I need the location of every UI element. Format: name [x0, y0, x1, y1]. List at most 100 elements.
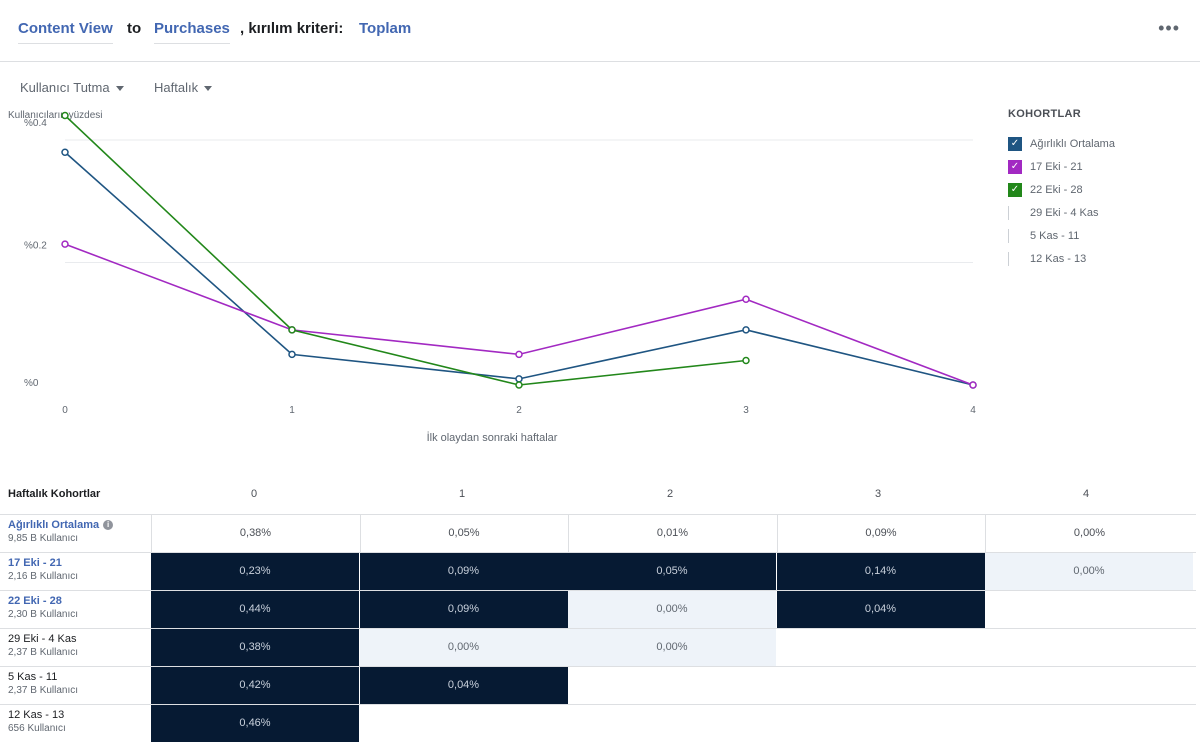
to-text: to [127, 20, 142, 37]
retention-cell: 0,00% [985, 515, 1193, 552]
retention-cell: 0,05% [568, 553, 776, 590]
cohort-name: 12 Kas - 13 [8, 709, 65, 721]
table-row: 22 Eki - 28 2,30 B Kullanıcı 0,44% 0,09% 0,0… [0, 590, 1196, 628]
breakdown-selector[interactable]: Toplam [359, 20, 412, 37]
cohort-user-count: 9,85 B Kullanıcı [8, 533, 79, 544]
legend-item[interactable]: 5 Kas - 11 [1008, 224, 1115, 247]
cohort-user-count: 2,37 B Kullanıcı [8, 647, 79, 658]
retention-cell: 0,04% [359, 667, 568, 704]
retention-cell: 0,44% [151, 591, 359, 628]
x-axis-title: İlk olaydan sonraki haftalar [427, 431, 558, 444]
more-horizontal-icon[interactable]: ••• [1158, 18, 1180, 38]
legend-item[interactable]: ✓ 22 Eki - 28 [1008, 178, 1115, 201]
legend-item[interactable]: ✓ 17 Eki - 21 [1008, 155, 1115, 178]
retention-cell: 0,00% [568, 629, 776, 666]
table-header: Haftalık Kohortlar 0 1 2 3 4 [0, 474, 1196, 514]
column-header-4: 4 [1082, 488, 1090, 500]
legend-item[interactable]: 29 Eki - 4 Kas [1008, 201, 1115, 224]
column-header-0: 0 [250, 488, 258, 500]
table-row: 5 Kas - 11 2,37 B Kullanıcı 0,42% 0,04% [0, 666, 1196, 704]
table-row: 17 Eki - 21 2,16 B Kullanıcı 0,23% 0,09% 0,0… [0, 552, 1196, 590]
event-to-selector[interactable]: Purchases [154, 20, 230, 44]
legend-item[interactable]: 12 Kas - 13 [1008, 247, 1115, 270]
retention-cell: 0,14% [776, 553, 985, 590]
data-point [969, 381, 977, 389]
retention-cell: 0,46% [151, 705, 359, 742]
series-line-1 [64, 243, 974, 386]
row-label: 29 Eki - 4 Kas 2,37 B Kullanıcı [8, 633, 148, 659]
caret-down-icon [115, 86, 124, 92]
data-point [61, 148, 69, 156]
data-point [742, 295, 750, 303]
table-header-label: Haftalık Kohortlar [8, 488, 101, 500]
y-tick-label: %0.2 [24, 241, 47, 252]
cohort-name[interactable]: 22 Eki - 28 [8, 595, 62, 607]
retention-cell: 0,42% [151, 667, 359, 704]
retention-cell: 0,09% [359, 591, 568, 628]
retention-cell: 0,38% [151, 629, 359, 666]
row-label: Ağırlıklı Ortalama i 9,85 B Kullanıcı [8, 519, 148, 545]
cohort-name[interactable]: 17 Eki - 21 [8, 557, 62, 569]
y-tick-label: %0 [24, 378, 39, 389]
retention-cell: 0,38% [151, 515, 359, 552]
series-line-2 [64, 114, 747, 386]
checkbox-checked-icon[interactable]: ✓ [1008, 159, 1022, 174]
data-point [515, 381, 523, 389]
data-point [515, 350, 523, 359]
x-tick-label: 4 [970, 405, 976, 416]
data-point [61, 240, 69, 248]
retention-cell: 0,00% [985, 553, 1193, 590]
data-point [742, 326, 750, 334]
legend-label: 17 Eki - 21 [1030, 160, 1083, 173]
table-row: 29 Eki - 4 Kas 2,37 B Kullanıcı 0,38% 0,00%… [0, 628, 1196, 666]
row-label: 17 Eki - 21 2,16 B Kullanıcı [8, 557, 148, 583]
cohort-legend: KOHORTLAR ✓ Ağırlıklı Ortalama ✓ 17 Eki - 2… [1008, 108, 1115, 270]
event-from-selector[interactable]: Content View [18, 20, 113, 44]
legend-item[interactable]: ✓ Ağırlıklı Ortalama [1008, 132, 1115, 155]
data-point [288, 350, 296, 359]
metric-dropdown-label: Kullanıcı Tutma [20, 80, 110, 95]
breakdown-label: , kırılım kriteri: [240, 20, 344, 37]
column-header-2: 2 [666, 488, 674, 500]
retention-cell: 0,05% [359, 515, 568, 552]
checkbox-checked-icon[interactable]: ✓ [1008, 182, 1022, 197]
metric-dropdown[interactable]: Kullanıcı Tutma [20, 80, 124, 95]
row-label: 12 Kas - 13 656 Kullanıcı [8, 709, 148, 735]
info-icon[interactable]: i [103, 520, 114, 531]
checkbox-unchecked-icon[interactable] [1008, 228, 1022, 243]
cohort-user-count: 2,30 B Kullanıcı [8, 609, 79, 620]
legend-title: KOHORTLAR [1008, 108, 1081, 120]
data-point [288, 326, 296, 334]
table-row: Ağırlıklı Ortalama i 9,85 B Kullanıcı 0,38%… [0, 514, 1196, 552]
column-header-1: 1 [458, 488, 466, 500]
x-tick-label: 2 [516, 405, 522, 416]
data-point [742, 356, 750, 365]
legend-label: 5 Kas - 11 [1030, 229, 1080, 242]
checkbox-checked-icon[interactable]: ✓ [1008, 136, 1022, 151]
series-line-0 [64, 151, 974, 386]
checkbox-unchecked-icon[interactable] [1008, 205, 1022, 220]
data-point [61, 111, 69, 120]
legend-label: 12 Kas - 13 [1030, 252, 1087, 265]
cohort-name[interactable]: Ağırlıklı Ortalama i [8, 519, 148, 532]
retention-cell: 0,09% [776, 515, 985, 552]
retention-cell: 0,01% [568, 515, 776, 552]
legend-label: 22 Eki - 28 [1030, 183, 1083, 196]
interval-dropdown[interactable]: Haftalık [154, 80, 213, 95]
legend-items: ✓ Ağırlıklı Ortalama ✓ 17 Eki - 21 ✓ 22 Eki -… [1008, 132, 1115, 270]
retention-line-chart: Kullanıcıların yüzdesi %0 %0.2 %0.4 0 1 2 3 4 İlk… [8, 110, 977, 444]
legend-label: Ağırlıklı Ortalama [1030, 137, 1115, 150]
cohort-name: 5 Kas - 11 [8, 671, 58, 683]
cohort-user-count: 656 Kullanıcı [8, 723, 66, 734]
data-point [515, 375, 523, 383]
legend-label: 29 Eki - 4 Kas [1030, 206, 1099, 219]
table-row: 12 Kas - 13 656 Kullanıcı 0,46% [0, 704, 1196, 742]
row-label: 22 Eki - 28 2,30 B Kullanıcı [8, 595, 148, 621]
checkbox-unchecked-icon[interactable] [1008, 251, 1022, 266]
table-body: Ağırlıklı Ortalama i 9,85 B Kullanıcı 0,38%… [0, 514, 1196, 742]
column-header-3: 3 [874, 488, 882, 500]
x-tick-label: 3 [743, 405, 749, 416]
y-tick-label: %0.4 [24, 118, 47, 129]
report-header: Content View to Purchases , kırılım krit… [0, 0, 1200, 62]
retention-cell: 0,09% [359, 553, 568, 590]
